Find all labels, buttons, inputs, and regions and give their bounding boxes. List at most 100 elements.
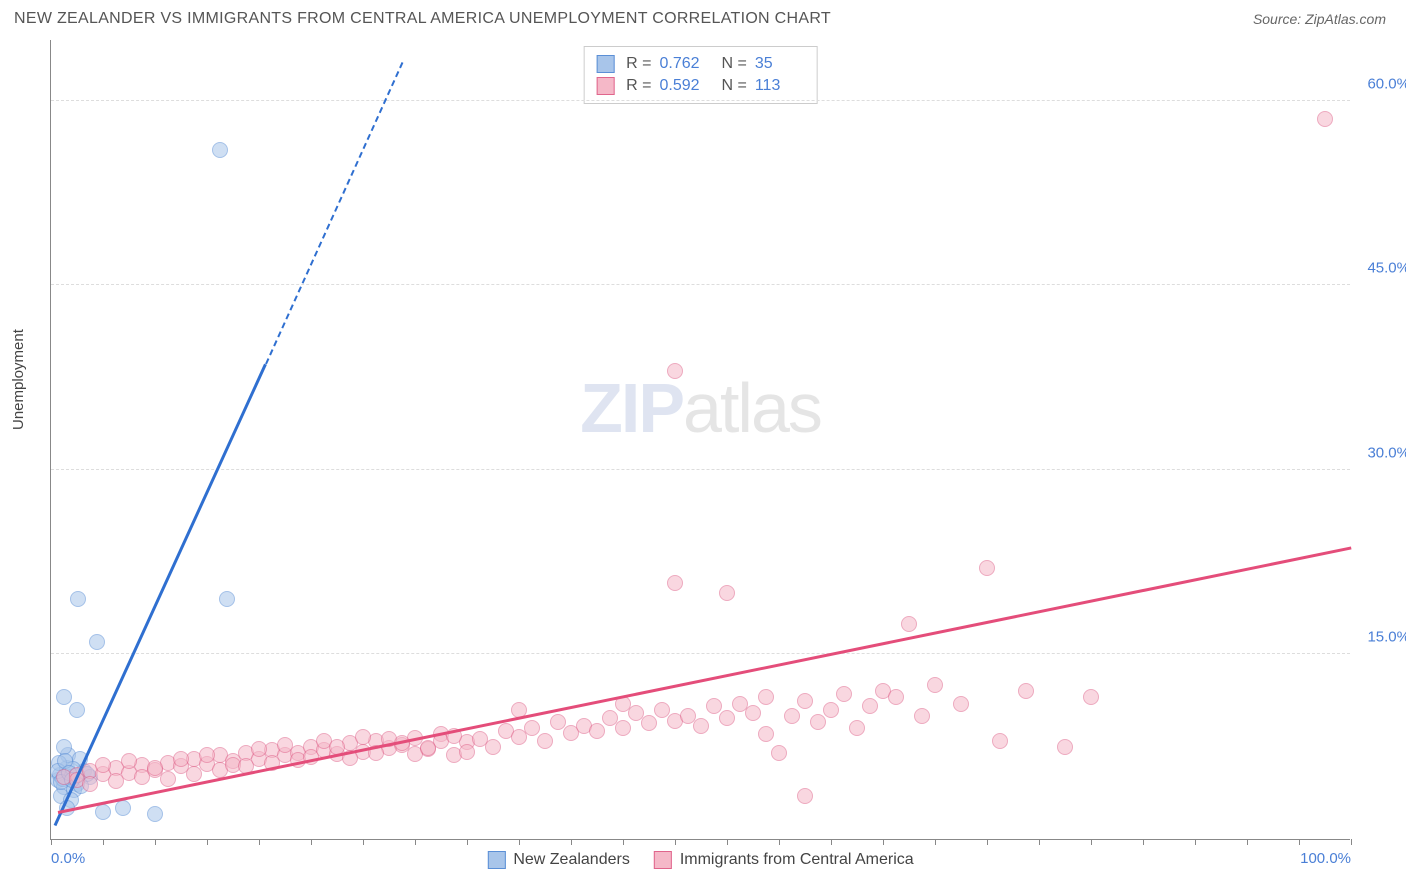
legend-label: Immigrants from Central America (680, 851, 914, 869)
data-point (95, 804, 111, 820)
data-point (121, 753, 137, 769)
x-tick-mark (1351, 839, 1352, 845)
data-point (901, 616, 917, 632)
data-point (615, 720, 631, 736)
data-point (641, 715, 657, 731)
legend-n-label: N = (722, 55, 747, 73)
x-tick-mark (1195, 839, 1196, 845)
gridline (51, 100, 1350, 101)
x-tick-mark (727, 839, 728, 845)
data-point (212, 142, 228, 158)
data-point (992, 733, 1008, 749)
data-point (251, 741, 267, 757)
data-point (355, 729, 371, 745)
data-point (589, 723, 605, 739)
legend-swatch (596, 77, 614, 95)
x-tick-mark (831, 839, 832, 845)
x-tick-mark (1091, 839, 1092, 845)
data-point (1057, 739, 1073, 755)
data-point (927, 677, 943, 693)
legend-n-value: 113 (755, 77, 805, 95)
chart-title: NEW ZEALANDER VS IMMIGRANTS FROM CENTRAL… (14, 10, 831, 28)
x-tick-label: 0.0% (51, 850, 85, 867)
x-tick-mark (155, 839, 156, 845)
x-tick-mark (363, 839, 364, 845)
data-point (979, 560, 995, 576)
data-point (485, 739, 501, 755)
data-point (667, 575, 683, 591)
gridline (51, 469, 1350, 470)
x-tick-mark (415, 839, 416, 845)
y-tick-label: 45.0% (1367, 260, 1406, 277)
scatter-chart: ZIPatlas R =0.762N =35R =0.592N =113 New… (50, 40, 1350, 840)
x-tick-mark (571, 839, 572, 845)
gridline (51, 284, 1350, 285)
series-legend: New Zealanders Immigrants from Central Am… (487, 851, 913, 869)
x-tick-mark (519, 839, 520, 845)
chart-header: NEW ZEALANDER VS IMMIGRANTS FROM CENTRAL… (0, 0, 1406, 34)
legend-n-label: N = (722, 77, 747, 95)
y-tick-label: 60.0% (1367, 75, 1406, 92)
data-point (810, 714, 826, 730)
legend-item: New Zealanders (487, 851, 630, 869)
data-point (115, 800, 131, 816)
gridline (51, 653, 1350, 654)
legend-swatch (654, 851, 672, 869)
data-point (56, 689, 72, 705)
x-tick-mark (935, 839, 936, 845)
x-tick-mark (311, 839, 312, 845)
data-point (56, 739, 72, 755)
y-tick-label: 30.0% (1367, 444, 1406, 461)
data-point (693, 718, 709, 734)
y-axis-label: Unemployment (10, 329, 27, 430)
x-tick-mark (883, 839, 884, 845)
data-point (953, 696, 969, 712)
x-tick-label: 100.0% (1300, 850, 1351, 867)
trend-line-dashed (265, 62, 403, 364)
source-attribution: Source: ZipAtlas.com (1253, 11, 1386, 27)
data-point (797, 693, 813, 709)
data-point (849, 720, 865, 736)
x-tick-mark (103, 839, 104, 845)
data-point (160, 771, 176, 787)
x-tick-mark (467, 839, 468, 845)
legend-row: R = 0.762 N = 35 (596, 53, 805, 75)
data-point (82, 776, 98, 792)
data-point (836, 686, 852, 702)
legend-swatch (596, 55, 614, 73)
data-point (69, 702, 85, 718)
data-point (1018, 683, 1034, 699)
data-point (89, 634, 105, 650)
legend-item: Immigrants from Central America (654, 851, 914, 869)
x-tick-mark (1247, 839, 1248, 845)
data-point (862, 698, 878, 714)
data-point (219, 591, 235, 607)
data-point (459, 744, 475, 760)
data-point (199, 747, 215, 763)
legend-r-value: 0.762 (660, 55, 710, 73)
data-point (797, 788, 813, 804)
data-point (147, 806, 163, 822)
data-point (667, 363, 683, 379)
data-point (173, 751, 189, 767)
legend-r-label: R = (626, 55, 651, 73)
data-point (914, 708, 930, 724)
x-tick-mark (675, 839, 676, 845)
x-tick-mark (1143, 839, 1144, 845)
data-point (771, 745, 787, 761)
correlation-legend: R = 0.762 N = 35 R = 0.592 N = 113 (583, 46, 818, 104)
legend-r-label: R = (626, 77, 651, 95)
data-point (823, 702, 839, 718)
data-point (108, 773, 124, 789)
x-tick-mark (259, 839, 260, 845)
data-point (719, 585, 735, 601)
x-tick-mark (1299, 839, 1300, 845)
data-point (1317, 111, 1333, 127)
legend-n-value: 35 (755, 55, 805, 73)
data-point (758, 726, 774, 742)
legend-r-value: 0.592 (660, 77, 710, 95)
x-tick-mark (623, 839, 624, 845)
data-point (524, 720, 540, 736)
data-point (745, 705, 761, 721)
data-point (706, 698, 722, 714)
